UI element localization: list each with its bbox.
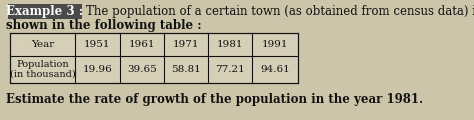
Text: 77.21: 77.21 — [215, 65, 245, 74]
Text: Year: Year — [31, 40, 54, 49]
Text: 1991: 1991 — [262, 40, 288, 49]
Text: 1971: 1971 — [173, 40, 199, 49]
Text: (in thousand): (in thousand) — [9, 70, 75, 79]
Bar — [10, 33, 298, 83]
Bar — [8, 4, 82, 19]
Text: 1981: 1981 — [217, 40, 243, 49]
Text: 58.81: 58.81 — [171, 65, 201, 74]
Text: shown in the following table :: shown in the following table : — [6, 19, 201, 33]
Text: The population of a certain town (as obtained from census data) is: The population of a certain town (as obt… — [86, 5, 474, 18]
Text: 1951: 1951 — [84, 40, 111, 49]
Text: Population: Population — [16, 60, 69, 69]
Text: 19.96: 19.96 — [82, 65, 112, 74]
Text: 39.65: 39.65 — [127, 65, 157, 74]
Text: Estimate the rate of growth of the population in the year 1981.: Estimate the rate of growth of the popul… — [6, 93, 423, 105]
Text: 1961: 1961 — [129, 40, 155, 49]
Text: 94.61: 94.61 — [260, 65, 290, 74]
Text: Example 3 :: Example 3 : — [7, 5, 83, 18]
